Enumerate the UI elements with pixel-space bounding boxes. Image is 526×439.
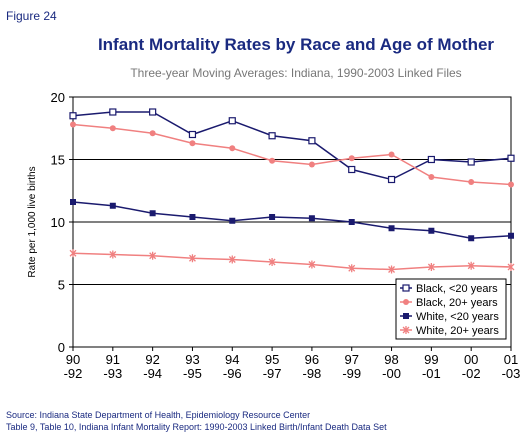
marker [507, 263, 515, 271]
series-line [72, 252, 512, 271]
x-tick-label: 01 -03 [502, 352, 521, 381]
marker [69, 112, 77, 120]
marker [70, 199, 76, 205]
marker [308, 161, 315, 168]
x-tick-label: 96 -98 [303, 352, 322, 381]
marker [149, 108, 157, 116]
legend-label: White, <20 years [416, 311, 499, 323]
marker [269, 214, 276, 220]
marker [69, 249, 77, 258]
marker [268, 258, 276, 266]
source-line: Source: Indiana State Department of Heal… [6, 410, 310, 420]
marker [468, 179, 475, 185]
marker [229, 217, 236, 224]
marker [507, 154, 515, 162]
x-tick-label: 97 -99 [342, 352, 361, 381]
series-line [72, 123, 512, 186]
marker [188, 130, 197, 139]
chart-title: Infant Mortality Rates by Race and Age o… [98, 35, 494, 54]
x-tick-label: 95 -97 [263, 352, 282, 381]
marker [348, 219, 355, 225]
marker [427, 263, 435, 271]
marker [308, 215, 315, 222]
marker [468, 235, 475, 242]
marker [508, 232, 514, 239]
marker [308, 137, 316, 145]
marker [388, 225, 395, 232]
marker [348, 264, 356, 273]
marker [109, 250, 117, 259]
marker [387, 175, 396, 184]
marker [388, 151, 395, 158]
series-line [72, 201, 512, 240]
marker [508, 181, 514, 188]
y-tick-label: 5 [58, 278, 65, 293]
marker [109, 202, 116, 209]
plot-border [72, 96, 512, 348]
marker [269, 157, 276, 164]
marker [189, 140, 196, 147]
marker [402, 284, 410, 292]
legend-label: White, 20+ years [416, 325, 499, 337]
marker [427, 155, 435, 164]
marker [70, 121, 76, 128]
x-tick-label: 91 -93 [103, 352, 122, 381]
marker [109, 125, 116, 132]
y-axis-label: Rate per 1,000 live births [27, 166, 38, 277]
x-tick-label: 92 -94 [143, 352, 162, 381]
marker [467, 261, 475, 270]
x-tick-label: 93 -95 [183, 352, 202, 381]
y-tick-label: 0 [58, 340, 65, 355]
marker [229, 145, 236, 152]
y-tick-label: 15 [51, 153, 65, 168]
marker [467, 158, 475, 166]
marker [348, 165, 356, 174]
marker [428, 227, 435, 234]
y-tick-label: 10 [51, 215, 65, 230]
x-tick-label: 94 -96 [223, 352, 242, 381]
marker [308, 260, 316, 269]
source-line: Table 9, Table 10, Indiana Infant Mortal… [6, 422, 387, 432]
marker [149, 130, 156, 137]
marker [109, 108, 117, 116]
marker [403, 313, 409, 319]
marker [348, 155, 355, 162]
figure-label: Figure 24 [6, 9, 57, 23]
x-tick-label: 90 -92 [64, 352, 83, 381]
marker [403, 299, 409, 305]
legend-box [395, 278, 507, 340]
marker [268, 132, 276, 140]
marker [189, 214, 196, 220]
x-tick-label: 00 -02 [462, 352, 481, 381]
marker [228, 255, 236, 264]
chart-subtitle: Three-year Moving Averages: Indiana, 199… [130, 66, 461, 80]
series-line [72, 111, 512, 181]
y-tick-label: 20 [51, 90, 65, 105]
marker [388, 265, 396, 274]
marker [149, 251, 157, 260]
legend-label: Black, 20+ years [416, 297, 498, 309]
marker [428, 174, 435, 180]
marker [228, 117, 236, 125]
marker [149, 210, 156, 217]
x-tick-label: 99 -01 [422, 352, 441, 381]
marker [188, 254, 196, 263]
legend-label: Black, <20 years [416, 283, 498, 295]
x-tick-label: 98 -00 [382, 352, 401, 381]
marker [402, 326, 410, 334]
